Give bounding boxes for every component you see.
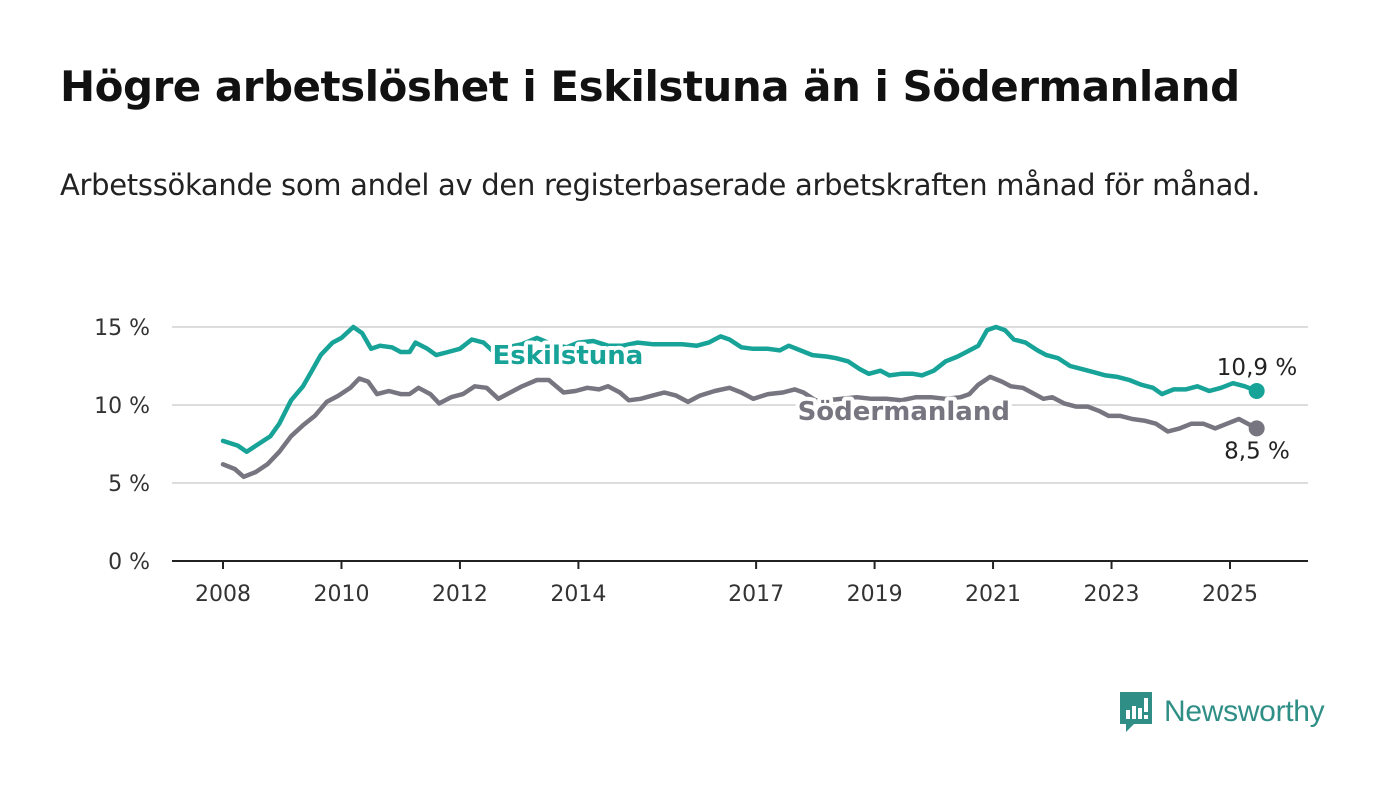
x-tick-label: 2021 <box>965 582 1021 607</box>
x-tick-label: 2019 <box>847 582 903 607</box>
y-tick-label: 15 % <box>94 316 150 341</box>
end-value-label-södermanland: 8,5 % <box>1224 438 1290 464</box>
series-end-dot-eskilstuna <box>1248 382 1265 399</box>
x-tick-label: 2017 <box>728 582 784 607</box>
series-label-eskilstuna: Eskilstuna <box>493 341 644 371</box>
y-tick-label: 5 % <box>108 472 150 497</box>
brand-name: Newsworthy <box>1164 695 1325 728</box>
end-value-label-eskilstuna: 10,9 % <box>1217 355 1297 381</box>
series-line-eskilstuna <box>220 324 1259 455</box>
series-line-södermanland <box>220 374 1259 480</box>
chart-subtitle: Arbetssökande som andel av den registerb… <box>60 168 1261 202</box>
series-label-södermanland: Södermanland <box>798 397 1010 427</box>
y-axis-ticks: 0 % 5 % 10 % 15 % <box>94 316 150 575</box>
x-tick-label: 2025 <box>1202 582 1258 607</box>
series-end-dot-södermanland <box>1248 420 1265 437</box>
x-tick-label: 2014 <box>550 582 606 607</box>
x-tick-label: 2023 <box>1084 582 1140 607</box>
gridlines <box>172 326 1308 562</box>
x-tick-label: 2012 <box>432 582 488 607</box>
chart-title: Högre arbetslöshet i Eskilstuna än i Söd… <box>60 62 1240 111</box>
series-lines <box>220 324 1265 480</box>
newsworthy-brand[interactable]: Newsworthy <box>1118 690 1325 734</box>
x-axis-ticks: 2008 2010 2012 2014 2017 2019 2021 2023 2025 <box>195 561 1258 607</box>
series-labels: Eskilstuna 10,9 % Södermanland 8,5 % <box>489 337 1298 464</box>
y-tick-label: 10 % <box>94 394 150 419</box>
x-tick-label: 2008 <box>195 582 251 607</box>
x-tick-label: 2010 <box>313 582 369 607</box>
newsworthy-logo-icon <box>1120 692 1152 732</box>
y-tick-label: 0 % <box>108 550 150 575</box>
